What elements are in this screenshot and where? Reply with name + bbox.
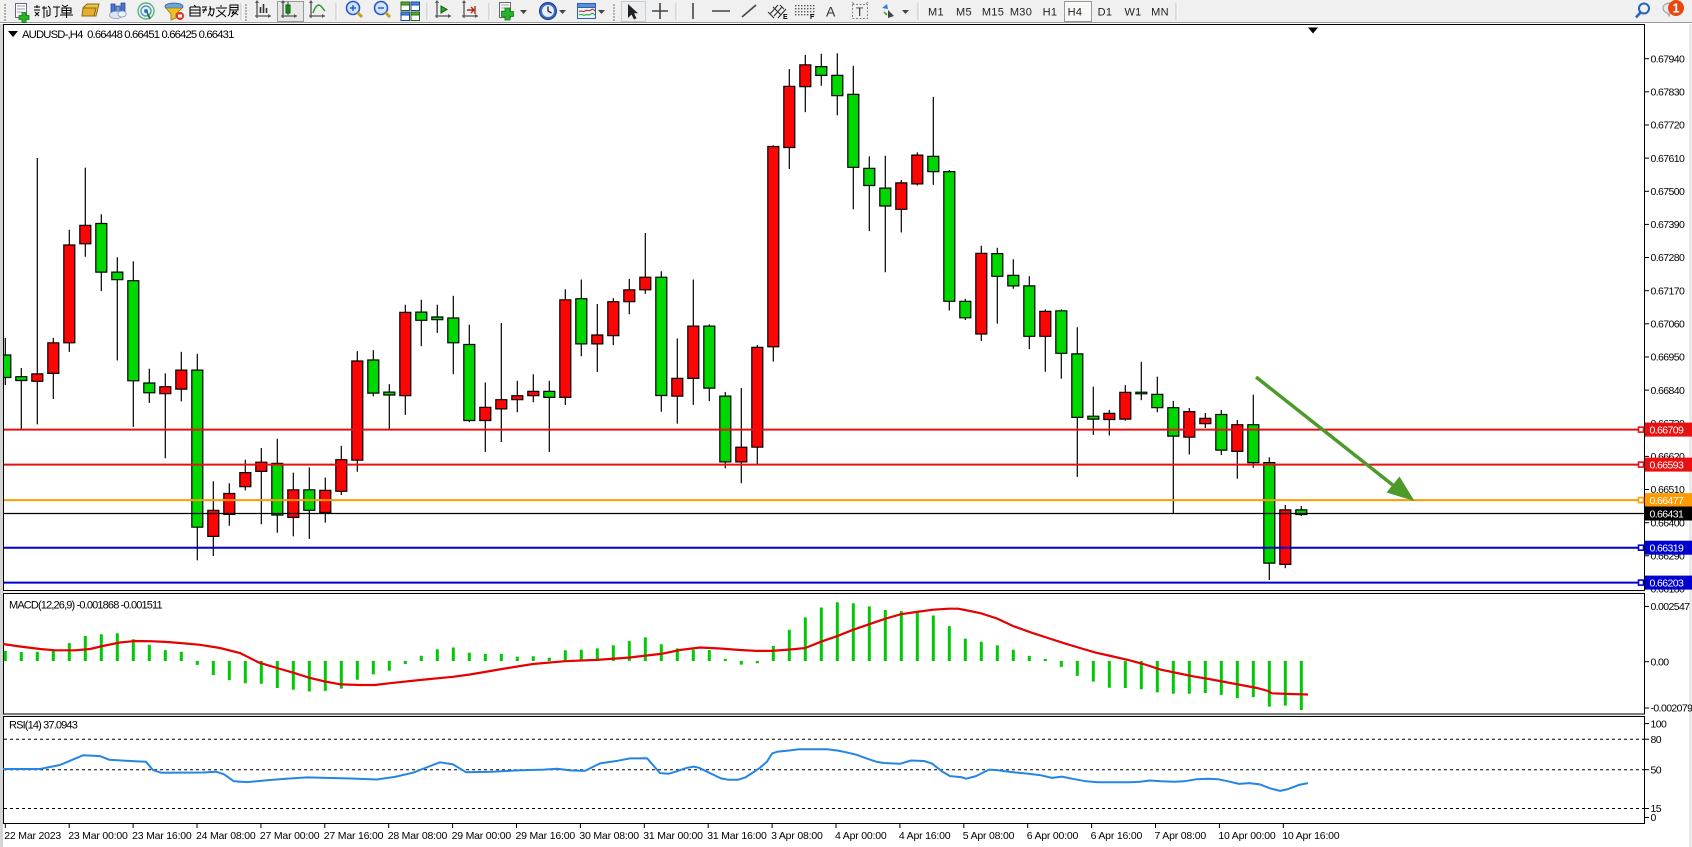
svg-text:27 Mar 16:00: 27 Mar 16:00 <box>324 830 384 842</box>
svg-text:0.66950: 0.66950 <box>1651 352 1686 364</box>
svg-text:M15: M15 <box>982 7 1004 19</box>
svg-text:31 Mar 00:00: 31 Mar 00:00 <box>643 830 703 842</box>
svg-text:28 Mar 08:00: 28 Mar 08:00 <box>388 830 448 842</box>
svg-text:0.66593: 0.66593 <box>1650 460 1685 472</box>
svg-text:1: 1 <box>1673 2 1680 16</box>
svg-text:M30: M30 <box>1010 7 1032 19</box>
svg-text:0.66840: 0.66840 <box>1651 385 1686 397</box>
svg-text:0.67390: 0.67390 <box>1651 219 1686 231</box>
svg-text:22 Mar 2023: 22 Mar 2023 <box>4 830 61 842</box>
svg-text:7 Apr 08:00: 7 Apr 08:00 <box>1155 830 1207 842</box>
svg-text:0.67830: 0.67830 <box>1651 87 1686 99</box>
svg-text:0.67610: 0.67610 <box>1651 153 1686 165</box>
svg-text:0.66709: 0.66709 <box>1650 425 1685 437</box>
svg-text:4 Apr 00:00: 4 Apr 00:00 <box>835 830 887 842</box>
svg-text:D1: D1 <box>1098 7 1113 19</box>
svg-text:0.002547: 0.002547 <box>1651 601 1691 613</box>
svg-text:80: 80 <box>1651 734 1662 746</box>
svg-text:0.67500: 0.67500 <box>1651 186 1686 198</box>
svg-text:0.67060: 0.67060 <box>1651 319 1686 331</box>
svg-text:10 Apr 16:00: 10 Apr 16:00 <box>1282 830 1340 842</box>
svg-text:23 Mar 16:00: 23 Mar 16:00 <box>132 830 192 842</box>
svg-text:0.66203: 0.66203 <box>1650 578 1685 590</box>
svg-text:29 Mar 00:00: 29 Mar 00:00 <box>452 830 512 842</box>
svg-text:100: 100 <box>1651 718 1667 730</box>
svg-text:0.67940: 0.67940 <box>1651 53 1686 65</box>
svg-text:10 Apr 00:00: 10 Apr 00:00 <box>1218 830 1276 842</box>
svg-text:A: A <box>826 4 836 20</box>
svg-text:0.67280: 0.67280 <box>1651 252 1686 264</box>
svg-text:5 Apr 08:00: 5 Apr 08:00 <box>963 830 1015 842</box>
svg-text:0.67170: 0.67170 <box>1651 285 1686 297</box>
svg-text:AUDUSD-,H4 0.66448 0.66451 0.: AUDUSD-,H4 0.66448 0.66451 0.66425 0.664… <box>22 29 234 41</box>
svg-text:6 Apr 16:00: 6 Apr 16:00 <box>1091 830 1143 842</box>
svg-text:4 Apr 16:00: 4 Apr 16:00 <box>899 830 951 842</box>
svg-text:30 Mar 08:00: 30 Mar 08:00 <box>579 830 639 842</box>
svg-text:3 Apr 08:00: 3 Apr 08:00 <box>771 830 823 842</box>
svg-text:RSI(14) 37.0943: RSI(14) 37.0943 <box>9 720 78 732</box>
svg-text:W1: W1 <box>1124 7 1141 19</box>
svg-text:MN: MN <box>1151 7 1169 19</box>
svg-text:M1: M1 <box>928 7 944 19</box>
svg-text:6 Apr 00:00: 6 Apr 00:00 <box>1027 830 1079 842</box>
svg-text:50: 50 <box>1651 764 1662 776</box>
svg-text:H1: H1 <box>1043 7 1058 19</box>
svg-text:0: 0 <box>1651 812 1657 824</box>
svg-text:31 Mar 16:00: 31 Mar 16:00 <box>707 830 767 842</box>
svg-text:F: F <box>810 14 815 21</box>
svg-text:-0.002079: -0.002079 <box>1651 703 1692 715</box>
svg-text:15: 15 <box>1651 803 1662 815</box>
svg-text:23 Mar 00:00: 23 Mar 00:00 <box>68 830 128 842</box>
svg-text:0.66477: 0.66477 <box>1650 495 1685 507</box>
svg-text:0.00: 0.00 <box>1651 656 1670 668</box>
svg-text:E: E <box>783 14 788 21</box>
svg-text:T: T <box>856 5 864 19</box>
svg-text:0.67720: 0.67720 <box>1651 120 1686 132</box>
svg-text:H4: H4 <box>1068 7 1083 19</box>
svg-text:27 Mar 00:00: 27 Mar 00:00 <box>260 830 320 842</box>
svg-text:MACD(12,26,9) -0.001868 -0.001: MACD(12,26,9) -0.001868 -0.001511 <box>9 600 162 612</box>
svg-text:0.66319: 0.66319 <box>1650 543 1685 555</box>
svg-text:M5: M5 <box>956 7 972 19</box>
svg-text:29 Mar 16:00: 29 Mar 16:00 <box>516 830 576 842</box>
svg-text:0.66431: 0.66431 <box>1650 509 1685 521</box>
svg-text:24 Mar 08:00: 24 Mar 08:00 <box>196 830 256 842</box>
